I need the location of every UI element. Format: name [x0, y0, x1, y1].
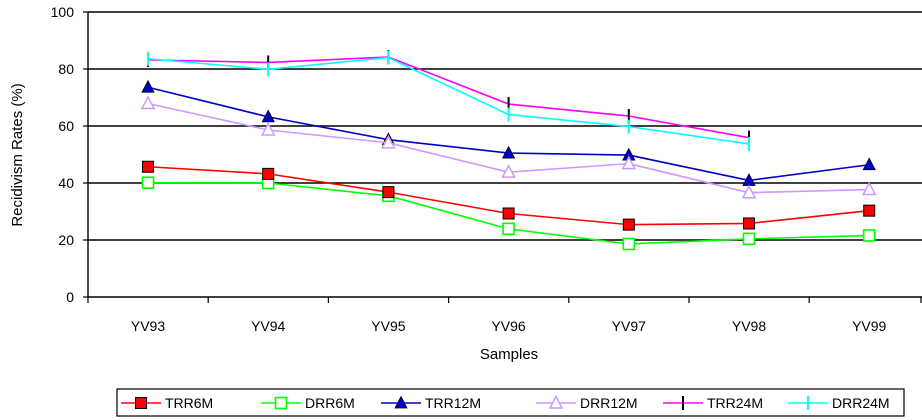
axes — [87, 12, 922, 298]
legend-marker — [394, 395, 408, 409]
legend-label: DRR6M — [305, 395, 355, 411]
grid-lines — [83, 11, 922, 298]
legend-label: TRR6M — [165, 395, 213, 411]
x-tick-label: YV95 — [371, 318, 405, 334]
point-DRR6M-YV96 — [502, 222, 515, 236]
y-tick-label: 80 — [58, 61, 74, 77]
point-DRR12M-YV99 — [861, 181, 877, 196]
x-axis-label: Samples — [480, 346, 538, 363]
point-DRR12M-YV94 — [260, 121, 276, 136]
y-tick-labels: 0 20 40 60 80 100 — [51, 4, 75, 305]
legend-item-DRR6M: DRR6M — [261, 395, 355, 411]
point-DRR12M-YV95 — [381, 134, 396, 149]
legend-label: TRR12M — [425, 395, 481, 411]
legend-marker — [548, 394, 564, 409]
y-tick-label: 60 — [58, 118, 74, 134]
legend-box — [116, 388, 905, 417]
point-DRR12M-YV98 — [741, 184, 757, 199]
point-DRR6M-YV98 — [742, 232, 756, 246]
point-DRR12M-YV93 — [140, 95, 156, 110]
x-tick-label: YV97 — [612, 318, 646, 334]
x-tick-label: YV93 — [131, 318, 165, 334]
legend-label: TRR24M — [707, 395, 763, 411]
y-tick-label: 20 — [58, 232, 74, 248]
point-DRR12M-YV96 — [501, 164, 516, 178]
point-TRR6M-YV93 — [142, 160, 154, 173]
series-DRR24M — [147, 50, 750, 151]
point-DRR6M-YV93 — [141, 176, 155, 190]
point-TRR12M-YV99 — [862, 157, 876, 171]
x-tick-label: YV99 — [852, 318, 886, 334]
series-line-DRR24M — [147, 56, 750, 145]
legend-label: DRR12M — [580, 395, 638, 411]
legend-item-TRR6M: TRR6M — [121, 395, 213, 411]
legend-item-TRR24M: TRR24M — [663, 395, 763, 411]
point-DRR6M-YV99 — [862, 229, 876, 242]
y-axis-label: Recidivism Rates (%) — [9, 83, 26, 226]
point-DRR6M-YV97 — [622, 237, 636, 251]
x-tick-label: YV96 — [491, 318, 525, 334]
point-TRR6M-YV94 — [262, 167, 275, 180]
y-tick-label: 0 — [66, 289, 74, 305]
legend-marker — [135, 397, 147, 409]
series-TRR6M — [142, 160, 876, 231]
legend-marker — [274, 396, 288, 410]
point-TRR12M-YV96 — [501, 145, 516, 159]
x-tick-labels: YV93 YV94 YV95 YV96 YV97 YV98 YV99 — [87, 297, 922, 334]
point-TRR6M-YV98 — [743, 217, 755, 230]
series-TRR12M — [141, 79, 876, 186]
point-DRR12M-YV97 — [621, 155, 637, 170]
point-TRR12M-YV93 — [141, 79, 155, 93]
point-TRR6M-YV97 — [622, 218, 635, 231]
point-TRR6M-YV99 — [863, 204, 876, 217]
legend-label: DRR24M — [832, 395, 890, 411]
point-TRR6M-YV96 — [502, 207, 515, 220]
y-tick-label: 40 — [58, 175, 74, 191]
legend-item-DRR24M: DRR24M — [788, 395, 890, 411]
series-line-TRR24M — [147, 56, 750, 139]
x-tick-label: YV94 — [251, 318, 285, 334]
legend-item-DRR12M: DRR12M — [536, 394, 638, 411]
legend-item-TRR12M: TRR12M — [381, 395, 481, 411]
series-group — [140, 50, 877, 251]
series-DRR12M — [140, 95, 877, 199]
x-tick-label: YV98 — [732, 318, 766, 334]
point-TRR6M-YV95 — [382, 186, 395, 199]
legend: TRR6M DRR6M TRR12M DRR12M TRR24M DRR24M — [116, 388, 905, 417]
y-tick-label: 100 — [51, 4, 75, 20]
